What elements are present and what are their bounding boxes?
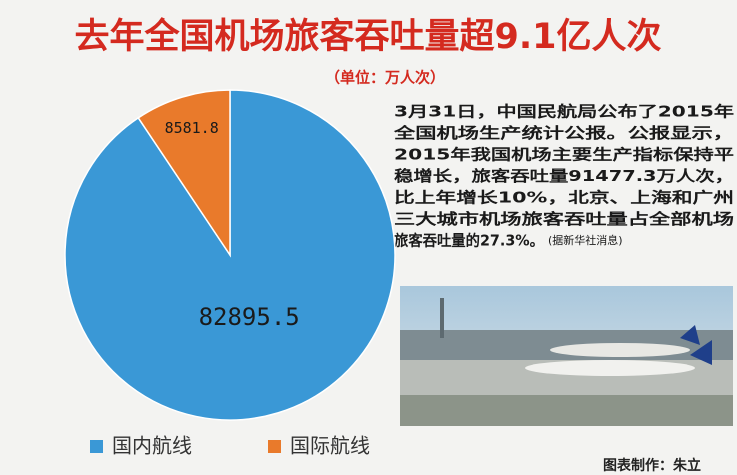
article-line: 2015年我国机场主要生产指标保持平	[394, 146, 734, 164]
chart-title: 去年全国机场旅客吞吐量超9.1亿人次	[74, 16, 661, 57]
pie: 82895.5 8581.8	[65, 90, 395, 420]
legend-label: 国内航线	[112, 434, 192, 458]
photo	[400, 286, 733, 426]
article-line: 三大城市机场旅客吞吐量占全部机场	[394, 210, 734, 228]
article-line: 比上年增长10%，北京、上海和广州	[394, 189, 734, 207]
legend-swatch	[90, 440, 103, 453]
article-line: 全国机场生产统计公报。公报显示，	[393, 124, 734, 142]
legend-label: 国际航线	[290, 434, 370, 458]
chart-subtitle: （单位：万人次）	[325, 69, 445, 87]
slice-label: 82895.5	[199, 303, 300, 331]
infographic: 去年全国机场旅客吞吐量超9.1亿人次 （单位：万人次） 3月31日，中国民航局公…	[0, 0, 737, 475]
article-line: 稳增长，旅客吞吐量91477.3万人次，	[394, 167, 734, 185]
legend: 国内航线 国际航线	[90, 434, 370, 458]
credit: 图表制作：朱立	[603, 457, 701, 474]
article-source: (据新华社消息)	[548, 233, 623, 247]
article-line: 3月31日，中国民航局公布了2015年	[394, 103, 734, 121]
article-line: 旅客吞吐量的27.3%。	[394, 232, 544, 250]
slice-label: 8581.8	[165, 119, 219, 137]
legend-swatch	[268, 440, 281, 453]
